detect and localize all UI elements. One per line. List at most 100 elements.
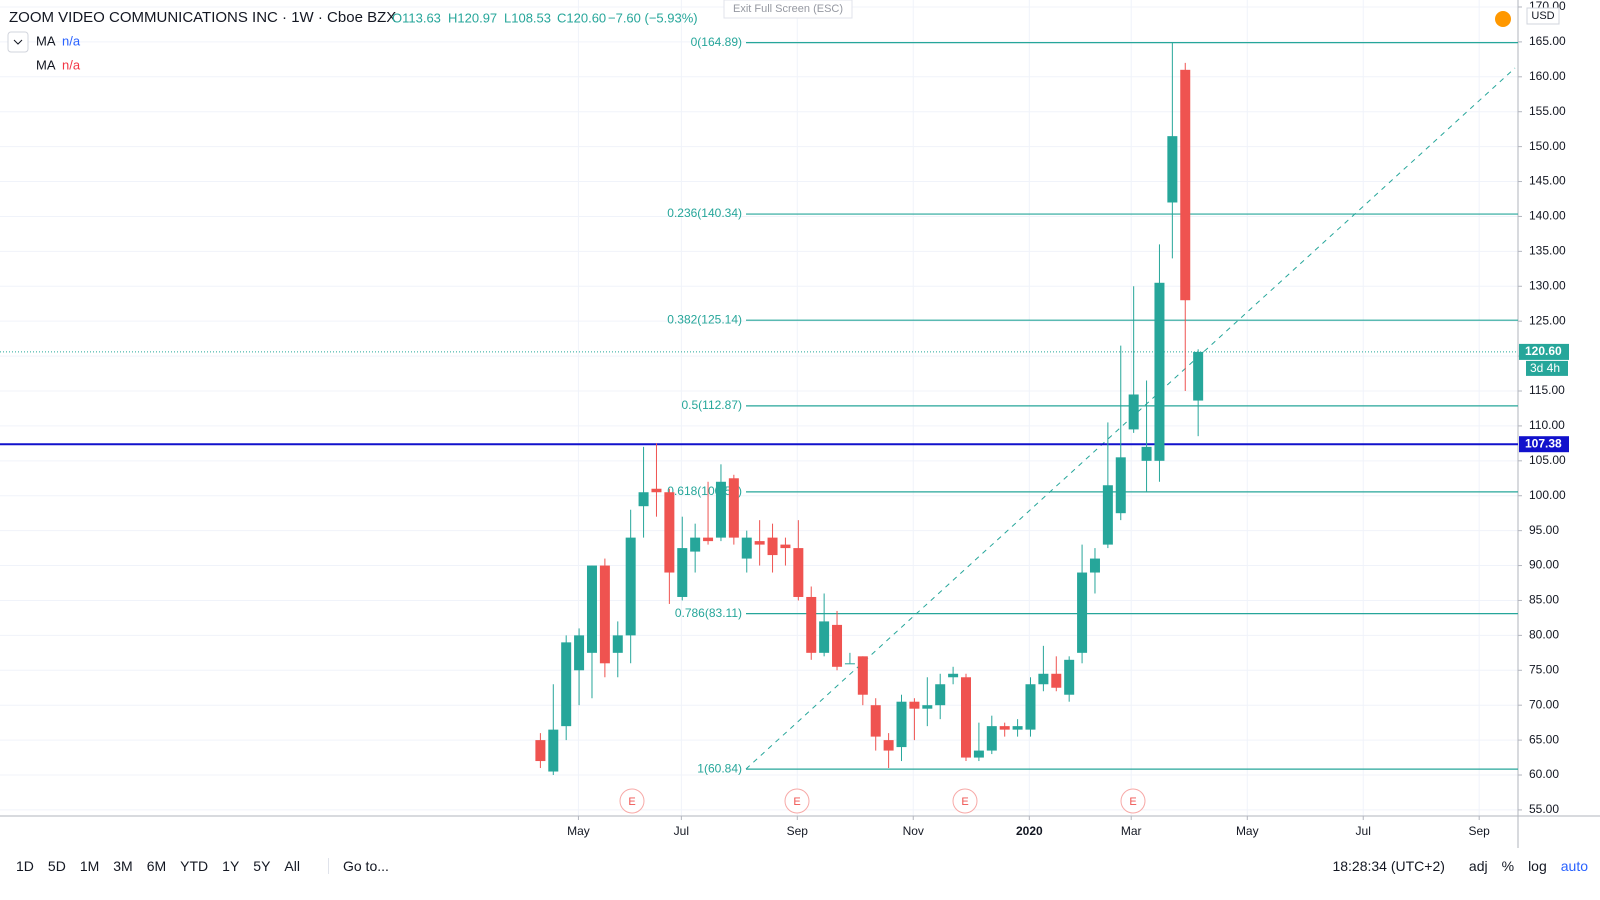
range-button[interactable]: 3M [113,858,133,874]
range-button[interactable]: 1M [79,858,100,874]
fib-label: 0.382(125.14) [667,312,742,326]
candle-body [1025,684,1036,730]
candle-body [1141,446,1152,461]
y-tick-label: 110.00 [1529,418,1565,432]
earnings-marker [619,788,645,814]
candle-body [896,701,907,748]
x-tick-label: May [567,824,590,838]
candle-body [728,478,739,538]
indicator-name: MA [36,33,56,48]
bottom-toolbar: 1D 5D 1M 3M 6M YTD 1Y 5Y All Go to... 18:28:34 (UT… [0,848,1600,884]
y-tick-label: 130.00 [1529,278,1566,292]
last-price-label: 120.60 [1525,344,1562,358]
x-tick-label: 2020 [1016,824,1043,838]
y-tick-label: 90.00 [1529,558,1559,572]
candle-body [909,701,920,709]
ohlc-value: H120.97 [448,10,497,25]
y-tick-label: 155.00 [1529,104,1566,118]
indicator-name: MA [36,57,56,72]
option-button[interactable]: log [1528,858,1547,874]
candle-body [1154,282,1165,461]
x-tick-label: Nov [903,824,924,838]
x-tick-label: Sep [787,824,809,838]
y-tick-label: 105.00 [1529,453,1566,467]
range-button[interactable]: 5D [47,858,66,874]
candle-body [780,544,791,549]
range-button[interactable]: All [284,858,300,874]
collapse-button[interactable] [7,31,29,53]
y-tick-label: 145.00 [1529,174,1566,188]
range-button[interactable]: YTD [180,858,209,874]
range-button[interactable]: 1D [16,858,34,874]
countdown: 3d 4h [1530,361,1560,375]
earnings-label: E [961,796,968,808]
y-tick-label: 160.00 [1529,69,1566,83]
candle-body [561,642,572,727]
candle-body [612,635,623,653]
option-button[interactable]: % [1501,858,1515,874]
earnings-marker [952,788,978,814]
candle-body [767,537,778,556]
range-button[interactable]: 6M [146,858,167,874]
candle-body [922,705,933,709]
candle-body [638,492,649,507]
ohlc-value: O113.63 [392,10,441,25]
fib-label: 0.5(112.87) [682,398,743,412]
candle-body [715,481,726,538]
candle-body [599,565,610,664]
ohlc-value: L108.53 [504,10,551,25]
candle-body [857,656,868,695]
candle-body [677,548,688,597]
candle-body [1077,572,1088,653]
candle-body [883,740,894,751]
x-tick-label: Jul [1356,824,1371,838]
range-button[interactable]: 1Y [222,858,240,874]
candle-body [1038,673,1049,685]
option-button[interactable]: auto [1560,858,1588,874]
candle-body [690,537,701,552]
candle-body [664,492,675,573]
candle-body [754,541,765,545]
candle-body [1012,726,1023,730]
countdown-bg [1526,360,1568,376]
candle-body [548,729,559,772]
exit-button-bg[interactable] [723,0,853,19]
y-tick-label: 150.00 [1529,139,1566,153]
candle-body [1128,394,1139,430]
option-button[interactable]: adj [1468,858,1488,874]
y-tick-label: 115.00 [1529,383,1565,397]
currency: USD [1531,10,1554,22]
indicator-value: n/a [62,33,81,48]
fib-label: 0.786(83.11) [675,606,742,620]
candle-body [999,726,1010,730]
candle-body [1193,351,1204,401]
alert-icon [1495,11,1511,27]
y-tick-label: 65.00 [1529,732,1559,746]
candle-body [935,684,946,706]
candle-body [1167,136,1178,203]
y-tick-label: 125.00 [1529,313,1566,327]
earnings-label: E [793,796,800,808]
fib-label: 0(164.89) [691,35,742,49]
indicator-value: n/a [62,57,81,72]
chart: 55.00 60.00 65.00 70.00 75.00 80.00 85.00 90.00… [0,0,1600,848]
earnings-label: E [628,796,635,808]
hline-label: 107.38 [1525,436,1562,450]
goto-button[interactable]: Go to... [327,858,389,874]
candle-body [625,537,636,636]
fib-label: 1(60.84) [697,761,742,775]
candle-body [844,663,855,665]
ohlc-value: C120.60 [557,10,606,25]
candle-body [535,740,546,762]
y-tick-label: 85.00 [1529,593,1559,607]
candle-body [832,624,843,667]
x-tick-label: May [1236,824,1259,838]
currency-bg [1526,7,1560,25]
y-tick-label: 100.00 [1529,488,1566,502]
candle-body [651,488,662,493]
range-button[interactable]: 5Y [253,858,271,874]
candle-body [973,750,984,758]
candle-body [793,548,804,597]
earnings-marker [1120,788,1146,814]
